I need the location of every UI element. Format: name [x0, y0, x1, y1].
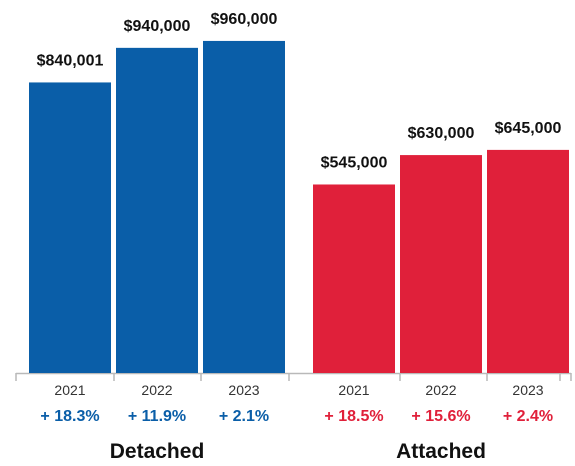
data-label: $645,000 [495, 120, 562, 137]
data-label: $940,000 [124, 18, 191, 35]
data-label: $545,000 [321, 154, 388, 171]
x-tick-label: 2021 [338, 382, 369, 398]
data-label: $960,000 [211, 11, 278, 28]
bar-detached-2023 [203, 40, 285, 373]
x-tick-label: 2023 [512, 382, 543, 398]
bar-detached-2021 [29, 82, 111, 373]
change-label: + 15.6% [411, 408, 470, 425]
x-tick-label: 2023 [228, 382, 259, 398]
group-label: Detached [110, 440, 205, 463]
group-label: Attached [396, 440, 486, 463]
bar-attached-2023 [487, 149, 569, 373]
x-tick-label: 2022 [425, 382, 456, 398]
bar-attached-2021 [313, 184, 395, 373]
change-label: + 18.5% [324, 408, 383, 425]
change-label: + 18.3% [40, 408, 99, 425]
change-label: + 2.4% [503, 408, 553, 425]
change-label: + 11.9% [128, 408, 186, 425]
bar-detached-2022 [116, 47, 198, 373]
bar-attached-2022 [400, 155, 482, 373]
x-tick-label: 2021 [54, 382, 85, 398]
data-label: $840,001 [37, 52, 104, 69]
change-label: + 2.1% [219, 408, 269, 425]
x-tick-label: 2022 [141, 382, 172, 398]
data-label: $630,000 [408, 125, 475, 142]
